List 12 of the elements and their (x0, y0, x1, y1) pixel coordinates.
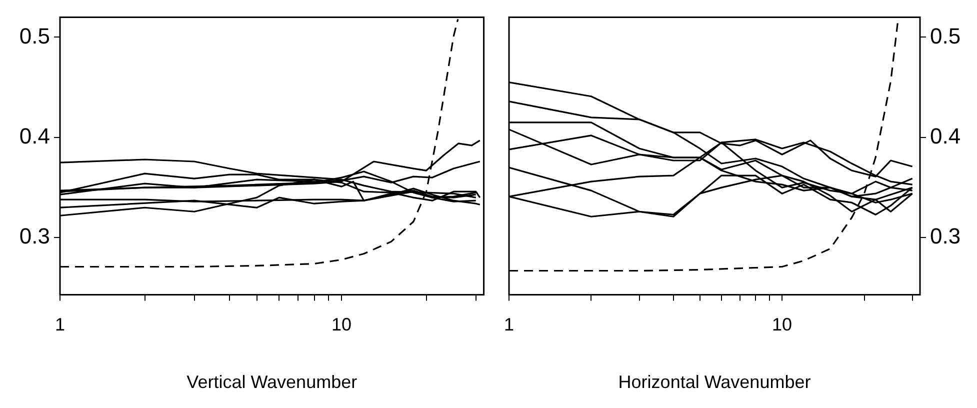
y-tick-label: 0.4 (19, 124, 50, 149)
y2-tick-label: 0.5 (930, 23, 961, 48)
y-tick-label: 0.5 (19, 23, 50, 48)
x-tick-label: 10 (332, 314, 352, 335)
y-tick-label: 0.3 (19, 224, 50, 249)
y2-tick-label: 0.3 (930, 224, 961, 249)
y2-tick-label: 0.4 (930, 124, 961, 149)
x-tick-label: 1 (504, 314, 514, 335)
x-axis-title: Vertical Wavenumber (186, 372, 358, 392)
x-axis-title: Horizontal Wavenumber (618, 372, 811, 392)
x-tick-label: 10 (772, 314, 792, 335)
x-tick-label: 1 (54, 314, 66, 335)
